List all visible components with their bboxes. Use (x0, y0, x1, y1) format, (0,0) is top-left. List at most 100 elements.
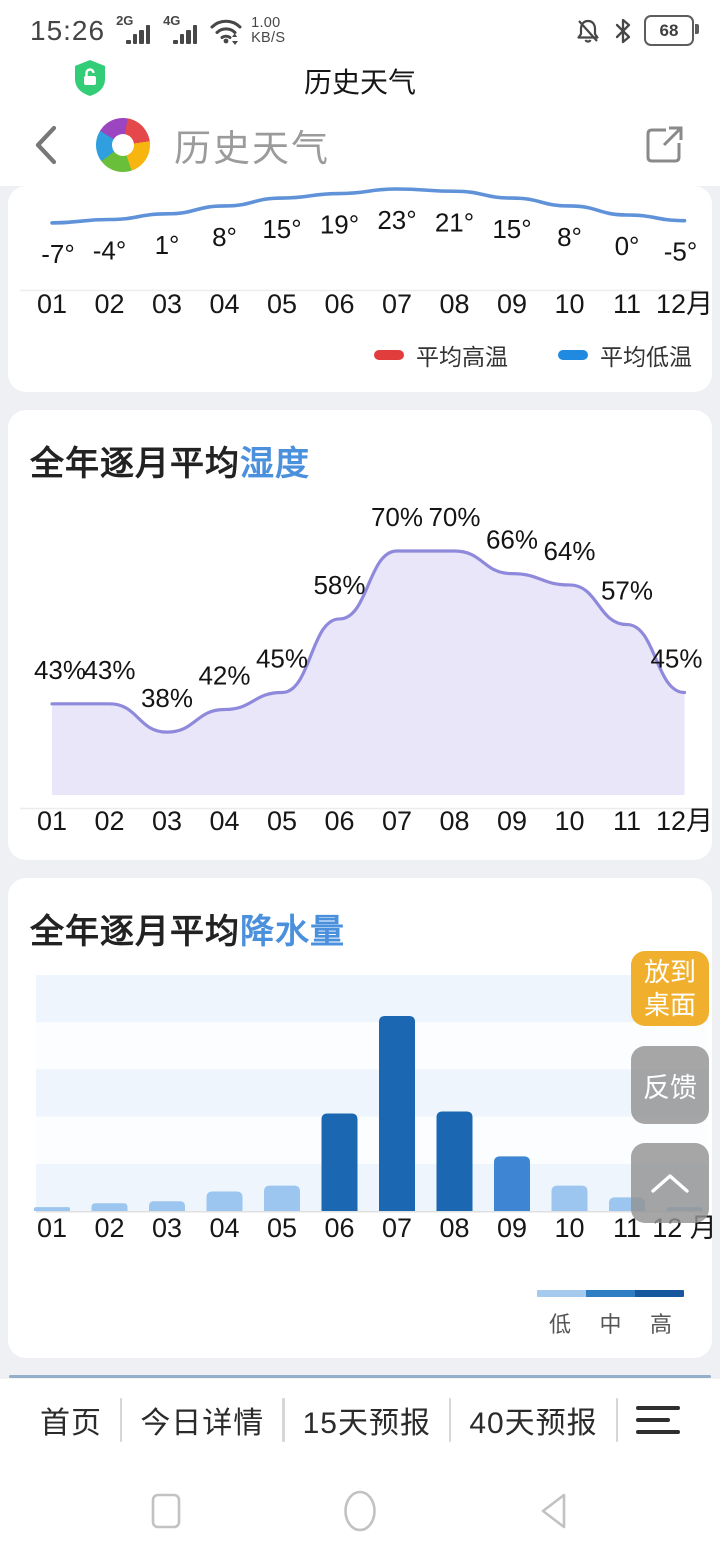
month-label: 09 (497, 289, 527, 319)
month-label: 02 (94, 806, 124, 836)
month-label: 05 (267, 806, 297, 836)
month-label: 05 (267, 1213, 297, 1243)
share-button[interactable] (642, 123, 686, 167)
month-label: 12月 (656, 289, 712, 319)
legend-mid-label: 中 (599, 1312, 622, 1337)
temperature-legend: 平均高温 平均低温 (374, 338, 692, 372)
signal-2g-icon: 2G (115, 13, 152, 49)
nav-divider (448, 1398, 452, 1442)
battery-percent: 68 (659, 20, 679, 40)
month-label: 10 (554, 1213, 584, 1243)
humidity-value-label: 70% (371, 502, 423, 532)
month-label: 07 (382, 806, 412, 836)
humidity-value-label: 57% (601, 576, 653, 606)
month-label: 08 (439, 806, 469, 836)
legend-low-color (537, 1290, 586, 1297)
header-title: 历史天气 (174, 127, 330, 169)
grid-band (36, 1069, 708, 1117)
clock: 15:26 (30, 14, 106, 46)
month-label: 03 (152, 1213, 182, 1243)
add-to-desktop-label-1: 放到 (643, 956, 696, 987)
nav-divider (282, 1398, 285, 1442)
temp-value-label: 23° (377, 205, 416, 235)
back-nav-button[interactable] (538, 1491, 570, 1531)
recents-button[interactable] (150, 1492, 182, 1530)
humidity-value-label: 43% (34, 655, 86, 685)
temp-value-label: 15° (492, 214, 531, 244)
month-label: 01 (37, 1213, 67, 1243)
feedback-button[interactable]: 反馈 (631, 1046, 709, 1124)
humidity-value-label: 43% (83, 655, 135, 685)
legend-high-color (635, 1290, 684, 1297)
temp-value-label: 8° (557, 222, 582, 252)
humidity-value-label: 64% (543, 536, 595, 566)
humidity-area-fill (52, 551, 685, 795)
back-to-top-button[interactable] (631, 1143, 709, 1223)
month-label: 04 (209, 289, 239, 319)
temperature-chart-card: -7° -4° 1° 8° 15° 19° 23° 21° 15° 8° 0° -5° 01 02 03 04… (8, 186, 712, 392)
temp-value-label: 21° (435, 207, 474, 237)
month-label: 09 (497, 806, 527, 836)
humidity-value-label: 38% (141, 683, 193, 713)
bar-month-07 (379, 1016, 415, 1211)
humidity-chart-card: 全年逐月平均湿度 43% 43% 38% 42% 45% 58% 70% 70% 66% 64% 5… (8, 410, 712, 860)
divider-line (9, 1375, 711, 1378)
app-header: 历史天气 (0, 103, 720, 186)
temperature-line-chart: -7° -4° 1° 8° 15° 19° 23° 21° 15° 8° 0° -5° 01 02 03 04… (20, 187, 712, 319)
grid-band (36, 1163, 708, 1211)
bluetooth-icon (614, 17, 632, 45)
net-speed: 1.00 KB/S (251, 14, 286, 46)
add-to-desktop-label-2: 桌面 (643, 989, 696, 1020)
hamburger-menu-icon[interactable] (636, 1406, 680, 1434)
temp-value-label: -7° (41, 239, 75, 269)
month-label: 12月 (656, 806, 712, 836)
temp-value-label: -4° (93, 236, 127, 266)
nav-15day-forecast[interactable]: 15天预报 (302, 1407, 431, 1440)
month-label: 09 (497, 1213, 527, 1243)
title-prefix: 全年逐月平均 (30, 913, 240, 951)
humidity-value-label: 45% (650, 644, 702, 674)
precipitation-legend: 低 中 高 (537, 1290, 684, 1339)
bar-month-05 (264, 1185, 300, 1211)
feedback-label: 反馈 (643, 1072, 697, 1103)
grid-band (36, 975, 708, 1023)
app-logo-pinwheel-icon (96, 117, 150, 172)
month-label: 06 (324, 1213, 354, 1243)
month-label: 05 (267, 289, 297, 319)
temp-value-label: 19° (320, 210, 359, 240)
nav-divider (119, 1398, 123, 1442)
home-button[interactable] (342, 1489, 378, 1533)
month-label: 10 (554, 806, 584, 836)
temp-value-label: 8° (212, 222, 237, 252)
precipitation-bar-chart: 01 02 03 04 05 06 07 08 09 10 11 12 月 (34, 975, 712, 1243)
temp-value-label: 15° (262, 214, 301, 244)
nav-home[interactable]: 首页 (40, 1407, 102, 1440)
android-nav-bar (0, 1461, 720, 1560)
add-to-desktop-button[interactable]: 放到 桌面 (631, 951, 709, 1026)
month-label: 06 (324, 806, 354, 836)
avg-low-temp-line (50, 187, 687, 225)
temp-value-label: 1° (155, 230, 180, 260)
humidity-value-label: 45% (256, 644, 308, 674)
battery-icon: 68 (644, 15, 699, 46)
status-bar: 15:26 2G 4G 1.00 KB/S (0, 0, 720, 55)
page-title: 历史天气 (303, 67, 416, 98)
month-label: 07 (382, 289, 412, 319)
nav-divider (615, 1398, 619, 1442)
humidity-value-label: 58% (313, 570, 365, 600)
temp-value-label: -5° (664, 237, 698, 267)
humidity-value-label: 70% (428, 502, 480, 532)
legend-high-label: 平均高温 (416, 344, 508, 370)
nav-40day-forecast[interactable]: 40天预报 (469, 1407, 598, 1440)
signal-4g-icon: 4G (162, 13, 199, 49)
month-label: 03 (152, 806, 182, 836)
bar-month-04 (206, 1191, 243, 1211)
title-accent: 降水量 (240, 913, 345, 951)
security-shield-icon[interactable] (74, 59, 106, 97)
month-label: 06 (324, 289, 354, 319)
precipitation-card-title: 全年逐月平均降水量 (8, 878, 712, 953)
nav-today-detail[interactable]: 今日详情 (140, 1407, 265, 1440)
back-button[interactable] (34, 125, 58, 165)
month-label: 04 (209, 806, 239, 836)
